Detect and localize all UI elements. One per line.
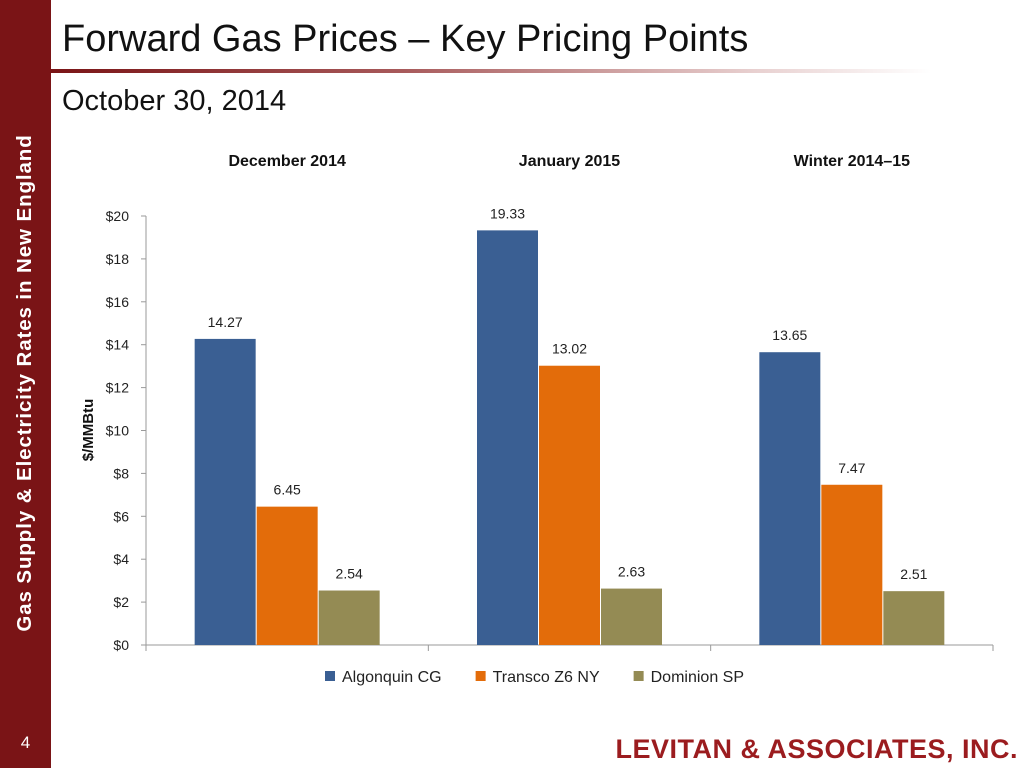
legend-swatch xyxy=(475,671,486,681)
category-header: Winter 2014–15 xyxy=(794,153,910,170)
bar-dominion-sp xyxy=(318,590,380,645)
bar-transco-z6-ny xyxy=(821,484,883,645)
data-label: 7.47 xyxy=(838,460,865,476)
y-axis-title: $/MMBtu xyxy=(80,399,97,462)
category-header: December 2014 xyxy=(228,153,346,170)
y-tick-label: $16 xyxy=(106,294,130,310)
legend-label: Transco Z6 NY xyxy=(493,669,600,686)
slide-number: 4 xyxy=(20,733,31,752)
bar-algonquin-cg xyxy=(759,352,821,645)
y-tick-label: $12 xyxy=(106,380,130,396)
data-label: 2.63 xyxy=(618,564,645,580)
legend-label: Algonquin CG xyxy=(342,669,442,686)
y-tick-label: $6 xyxy=(113,508,129,524)
legend-swatch xyxy=(325,671,335,681)
sidebar: Gas Supply & Electricity Rates in New En… xyxy=(0,0,51,768)
y-tick-label: $14 xyxy=(106,337,130,353)
y-tick-label: $18 xyxy=(106,251,130,267)
legend-swatch xyxy=(633,671,644,681)
y-tick-label: $4 xyxy=(113,551,129,567)
bar-algonquin-cg xyxy=(477,230,538,645)
legend-label: Dominion SP xyxy=(651,669,744,686)
y-tick-label: $0 xyxy=(113,637,129,653)
y-tick-label: $8 xyxy=(113,465,129,481)
slide-subtitle: October 30, 2014 xyxy=(62,85,287,117)
y-tick-label: $2 xyxy=(113,594,129,610)
data-label: 2.51 xyxy=(900,566,927,582)
bar-dominion-sp xyxy=(883,591,945,645)
y-tick-label: $10 xyxy=(106,423,130,439)
bar-transco-z6-ny xyxy=(539,365,600,645)
data-label: 13.02 xyxy=(552,341,587,357)
category-header: January 2015 xyxy=(519,153,621,170)
slide-title: Forward Gas Prices – Key Pricing Points xyxy=(62,18,749,60)
bar-algonquin-cg xyxy=(194,338,256,645)
data-label: 6.45 xyxy=(274,482,301,498)
data-label: 2.54 xyxy=(336,566,363,582)
data-label: 14.27 xyxy=(208,314,243,330)
y-tick-label: $20 xyxy=(106,208,130,224)
company-logo: LEVITAN & ASSOCIATES, INC. xyxy=(615,734,1018,764)
bar-transco-z6-ny xyxy=(256,506,318,645)
data-label: 19.33 xyxy=(490,205,525,221)
bar-chart: $0 $2 $4 $6 $8 $10 $12 $14 $16 $18 $20 $/MMBtu Decem… xyxy=(80,153,994,686)
bar-dominion-sp xyxy=(601,588,662,645)
data-label: 13.65 xyxy=(772,327,807,343)
title-divider xyxy=(51,69,931,73)
